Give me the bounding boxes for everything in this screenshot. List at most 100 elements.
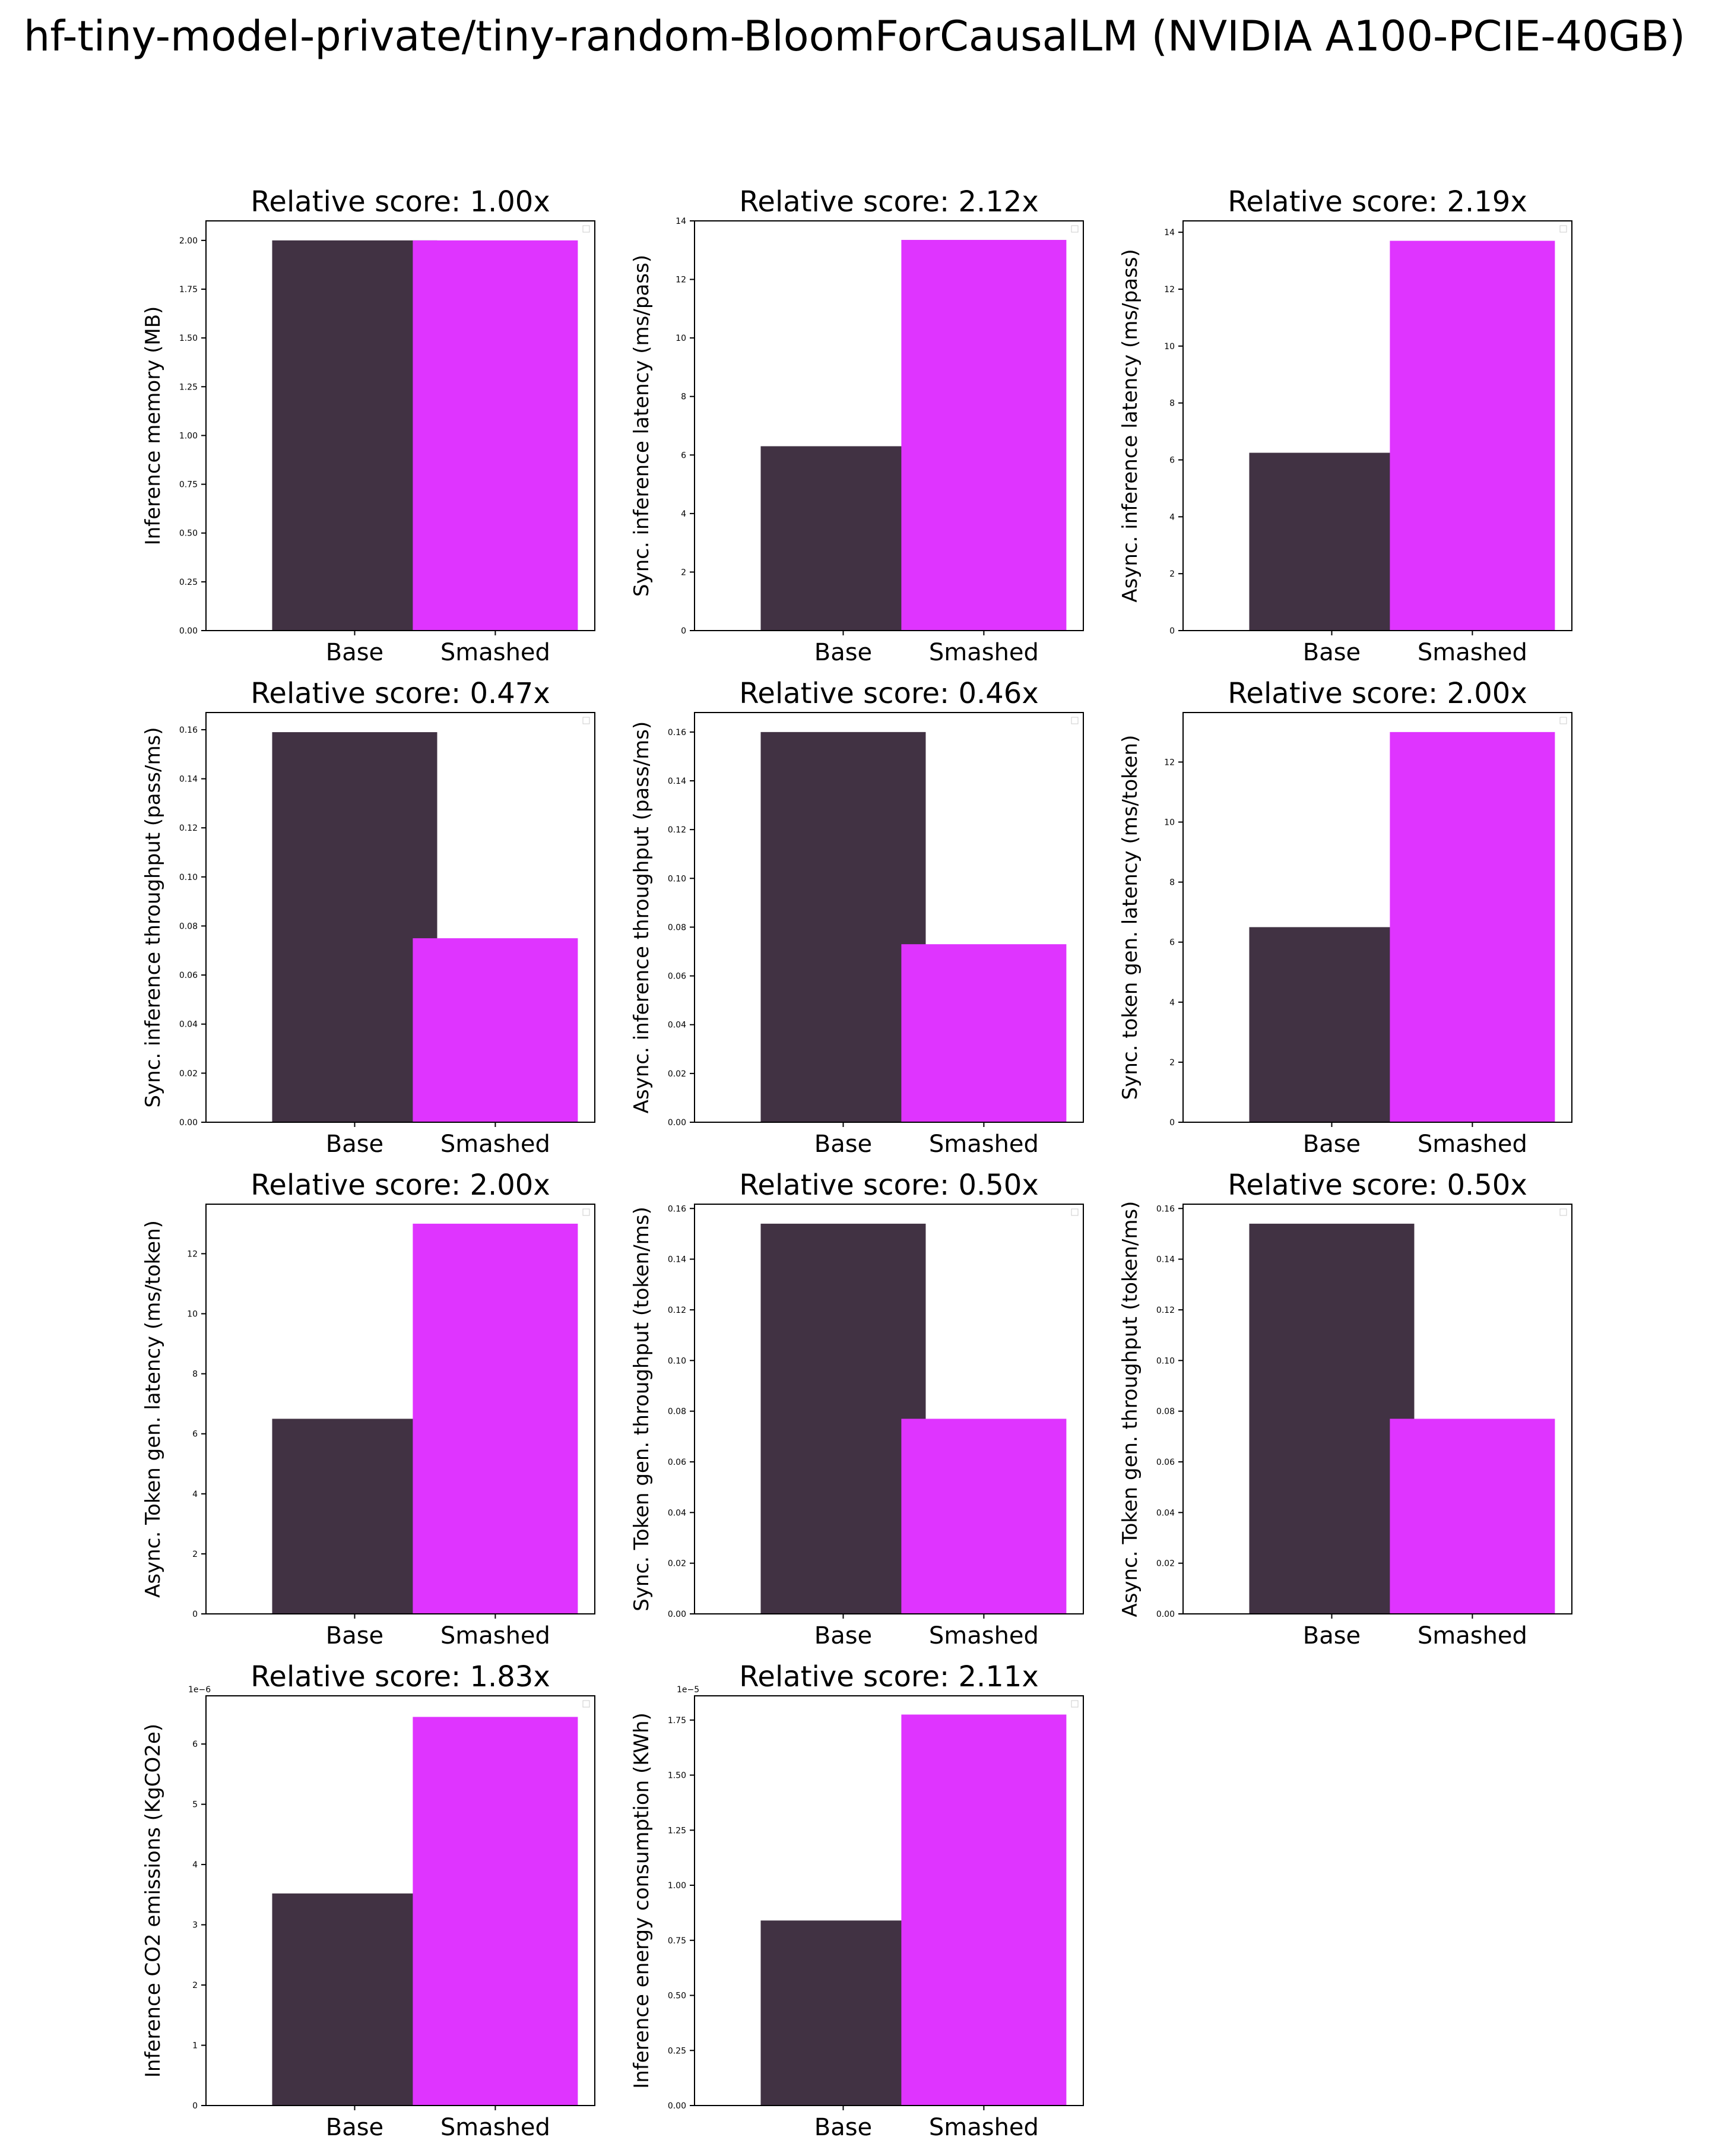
y-tick-label: 6: [681, 451, 686, 460]
y-tick-label: 0.00: [1156, 1610, 1175, 1619]
y-tick-label: 1.50: [179, 334, 198, 343]
y-tick-label: 1.25: [668, 1826, 686, 1835]
y-tick-label: 0: [681, 626, 686, 636]
plot-frame: [694, 220, 1084, 631]
y-tick-label: 1.75: [668, 1716, 686, 1726]
bar-base: [1249, 927, 1415, 1122]
x-tick-label: Smashed: [929, 639, 1039, 666]
legend-box: [1559, 1208, 1567, 1216]
chart-title: Relative score: 2.11x: [739, 1660, 1039, 1693]
y-tick-label: 0.00: [668, 1118, 686, 1128]
y-axis-label: Async. inference throughput (pass/ms): [630, 721, 654, 1113]
y-tick-label: 0.25: [179, 578, 198, 587]
chart-title: Relative score: 2.00x: [251, 1169, 550, 1202]
bar-smashed: [413, 1717, 578, 2106]
y-tick-label: 0.06: [1156, 1458, 1175, 1467]
y-tick-label: 2: [192, 1981, 198, 1990]
x-tick-label: Base: [1303, 1622, 1361, 1650]
chart-title: Relative score: 1.00x: [251, 185, 550, 219]
bar-base: [1249, 1223, 1415, 1614]
y-tick-label: 0.75: [668, 1936, 686, 1946]
x-tick-label: Base: [326, 1131, 383, 1158]
y-tick-label: 2: [1169, 569, 1175, 579]
y-tick-label: 0.14: [668, 777, 686, 786]
legend-box: [1071, 717, 1079, 724]
page-title: hf-tiny-model-private/tiny-random-BloomF…: [23, 12, 1686, 61]
x-tick-label: Base: [326, 639, 383, 666]
plot-frame: [694, 1204, 1084, 1614]
y-tick-label: 0.12: [1156, 1306, 1175, 1315]
y-tick-label: 10: [676, 334, 686, 343]
x-tick-label: Base: [1303, 1131, 1361, 1158]
chart-panel-2: Relative score: 2.12x 0 2 4 6 8 10 12 14 Base Smas…: [630, 185, 1084, 666]
y-tick-label: 6: [192, 1740, 198, 1749]
bar-base: [760, 732, 926, 1122]
x-tick-label: Smashed: [929, 2114, 1039, 2141]
bar-base: [1249, 452, 1415, 631]
x-tick-label: Smashed: [1418, 1622, 1527, 1650]
y-tick-label: 4: [192, 1860, 198, 1870]
plot-frame: [205, 1695, 595, 2106]
y-tick-label: 0.25: [668, 2046, 686, 2056]
y-tick-label: 10: [187, 1310, 198, 1319]
plot-frame: [1182, 1204, 1572, 1614]
x-tick-label: Smashed: [440, 1131, 550, 1158]
y-tick-label: 0: [1169, 1118, 1175, 1128]
y-offset-label: 1e−5: [677, 1685, 699, 1695]
y-tick-label: 0.02: [668, 1559, 686, 1569]
y-tick-label: 0.08: [668, 923, 686, 932]
y-tick-label: 0.08: [1156, 1407, 1175, 1417]
y-tick-label: 0.14: [179, 775, 198, 784]
y-tick-label: 4: [1169, 512, 1175, 522]
y-tick-label: 0.00: [668, 2101, 686, 2111]
bar-base: [760, 1920, 926, 2106]
bar-base: [272, 240, 437, 631]
x-tick-label: Base: [814, 639, 872, 666]
y-axis-label: Sync. Token gen. throughput (token/ms): [630, 1207, 654, 1612]
bar-base: [760, 1223, 926, 1614]
bar-base: [272, 1419, 437, 1614]
y-tick-label: 6: [1169, 938, 1175, 948]
y-tick-label: 0.50: [668, 1992, 686, 2001]
y-tick-label: 0.50: [179, 529, 198, 539]
y-tick-label: 0.04: [1156, 1508, 1175, 1518]
bar-smashed: [413, 938, 578, 1122]
y-tick-label: 0.10: [668, 874, 686, 884]
bar-smashed: [1390, 1419, 1555, 1614]
plot-frame: [205, 712, 595, 1123]
chart-panel-6: Relative score: 2.00x 0 2 4 6 8 10 12 Base Smashe…: [1118, 677, 1572, 1158]
y-tick-label: 12: [1164, 285, 1175, 295]
y-axis-label: Async. Token gen. throughput (token/ms): [1118, 1201, 1142, 1617]
y-tick-label: 0.04: [179, 1020, 198, 1030]
y-tick-label: 5: [192, 1800, 198, 1810]
y-tick-label: 0.16: [668, 1204, 686, 1214]
y-tick-label: 0.10: [179, 873, 198, 882]
x-tick-label: Smashed: [440, 1622, 550, 1650]
y-tick-label: 12: [676, 276, 686, 285]
bar-base: [760, 446, 926, 631]
x-tick-label: Smashed: [440, 639, 550, 666]
y-tick-label: 1.75: [179, 285, 198, 295]
y-tick-label: 0.02: [1156, 1559, 1175, 1569]
y-tick-label: 2.00: [179, 236, 198, 246]
y-tick-label: 8: [192, 1370, 198, 1379]
chart-panel-10: Relative score: 1.83x 0 1 2 3 4 5 6 1e−6 Base Smas…: [141, 1660, 595, 2141]
plot-frame: [1182, 220, 1572, 631]
bar-base: [272, 732, 437, 1122]
bar-smashed: [413, 1223, 578, 1614]
bar-smashed: [901, 944, 1067, 1122]
chart-panel-8: Relative score: 0.50x 0.00 0.02 0.04 0.06 0.0…: [630, 1169, 1084, 1650]
y-axis-label: Inference memory (MB): [141, 306, 165, 546]
y-tick-label: 0.06: [179, 971, 198, 980]
plot-frame: [1182, 712, 1572, 1123]
y-tick-label: 12: [1164, 758, 1175, 767]
legend-box: [582, 1700, 590, 1708]
plot-frame: [205, 1204, 595, 1614]
y-axis-label: Sync. inference throughput (pass/ms): [141, 727, 165, 1107]
y-tick-label: 10: [1164, 818, 1175, 828]
y-tick-label: 0.00: [179, 1118, 198, 1128]
y-tick-label: 0.14: [1156, 1255, 1175, 1265]
legend-box: [1071, 1208, 1079, 1216]
y-tick-label: 0: [192, 2101, 198, 2111]
y-tick-label: 0.75: [179, 480, 198, 490]
